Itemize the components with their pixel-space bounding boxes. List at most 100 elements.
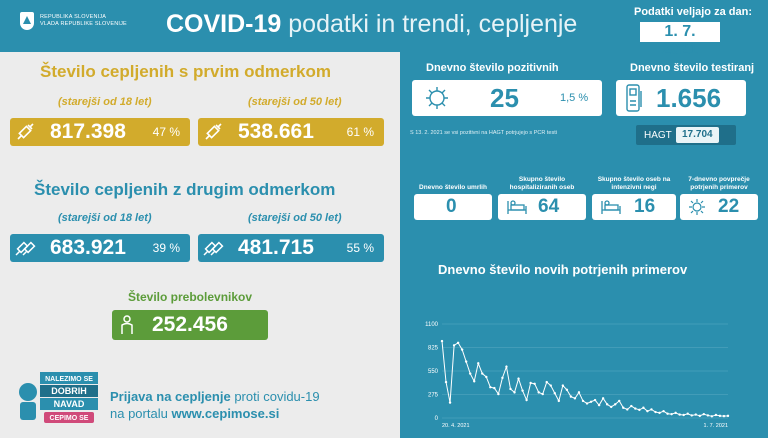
data-point xyxy=(706,414,710,417)
hospital-title: Skupno število hospitaliziranih oseb xyxy=(509,176,575,191)
recovered-bar: 252.456 xyxy=(112,310,268,340)
data-point xyxy=(452,344,456,347)
tested-value: 1.656 xyxy=(656,83,722,113)
second-dose-over18-pct: 39 % xyxy=(152,241,180,255)
data-point xyxy=(513,391,516,394)
data-point xyxy=(605,403,609,406)
icu-bed-icon xyxy=(600,198,622,221)
icu-card: 16 xyxy=(592,194,676,220)
deaths-title: Dnevno število umrlih xyxy=(419,184,487,191)
data-point xyxy=(464,360,468,363)
icu-value: 16 xyxy=(634,196,656,217)
positive-value: 25 xyxy=(490,83,519,113)
data-point xyxy=(614,403,617,406)
data-point xyxy=(448,401,452,404)
hospital-card: 64 xyxy=(498,194,586,220)
second-dose-over18-value: 683.921 xyxy=(50,236,126,259)
recovered-heading: Število prebolevnikov xyxy=(128,290,253,304)
hagt-note: S 13. 2. 2021 se vsi pozitivni na HAGT p… xyxy=(410,130,557,136)
daily-cases-chart: 1100 825 550 275 020. 4. 2021 1. 7. 2021 xyxy=(425,322,730,429)
data-point xyxy=(714,413,718,417)
data-point xyxy=(444,380,448,384)
promo-line1-bold: Prijava na cepljenje xyxy=(110,389,231,404)
data-point xyxy=(670,412,673,416)
x-tick-label: 1. 7. 2021 xyxy=(704,423,728,429)
data-point xyxy=(529,381,532,385)
data-point xyxy=(642,406,645,409)
data-point xyxy=(597,403,601,407)
data-point xyxy=(585,402,589,405)
data-point xyxy=(654,410,657,414)
hagt-value: 17.704 xyxy=(676,127,719,143)
data-point xyxy=(601,397,605,400)
first-dose-over18-label: (starejši od 18 let) xyxy=(58,96,152,108)
data-point xyxy=(690,414,693,417)
data-point xyxy=(589,400,593,403)
double-syringe-icon xyxy=(198,234,228,262)
data-point xyxy=(497,392,500,396)
second-dose-over18-label: (starejši od 18 let) xyxy=(58,212,152,224)
data-point xyxy=(533,382,536,386)
first-dose-over18-value: 817.398 xyxy=(50,120,126,143)
data-point xyxy=(678,413,681,416)
gov-line-2: VLADA REPUBLIKE SLOVENIJE xyxy=(40,21,127,27)
data-point xyxy=(456,341,460,344)
data-point xyxy=(662,409,665,413)
data-point xyxy=(468,372,472,375)
promo-line1-rest: proti covidu-19 xyxy=(234,389,320,404)
data-point xyxy=(545,380,548,384)
data-point xyxy=(658,411,661,415)
gov-line-1: REPUBLIKA SLOVENIJA xyxy=(40,14,107,20)
data-point xyxy=(489,386,492,389)
logo-line-1: NALEZIMO SE xyxy=(45,376,93,383)
data-point xyxy=(505,365,508,368)
valid-date: 1. 7. 2021 xyxy=(640,22,720,58)
second-dose-over50-label: (starejši od 50 let) xyxy=(248,212,342,224)
data-point xyxy=(722,414,726,418)
data-point xyxy=(634,407,637,410)
data-point xyxy=(493,386,496,390)
data-point xyxy=(460,348,464,351)
syringe-icon xyxy=(10,118,40,146)
avg7-title: 7-dnevno povprečje potrjenih primerov xyxy=(688,176,750,191)
data-point xyxy=(710,415,714,418)
valid-label: Podatki veljajo za dan: xyxy=(634,6,752,18)
vaccination-panel: Število cepljenih s prvim odmerkom (star… xyxy=(0,52,400,438)
government-brand: REPUBLIKA SLOVENIJA VLADA REPUBLIKE SLOV… xyxy=(20,12,127,30)
data-point xyxy=(702,412,706,416)
data-point xyxy=(569,395,573,398)
hagt-label: HAGT xyxy=(644,129,672,141)
data-point xyxy=(537,391,540,394)
y-tick-label: 1100 xyxy=(425,322,439,328)
data-point xyxy=(549,384,552,387)
data-point xyxy=(485,375,488,379)
positive-title: Dnevno število pozitivnih xyxy=(426,62,559,74)
data-point xyxy=(509,387,512,391)
first-dose-over18-pct: 47 % xyxy=(152,125,180,139)
data-point xyxy=(674,411,677,415)
first-dose-over50-label: (starejši od 50 let) xyxy=(248,96,342,108)
x-tick-label: 20. 4. 2021 xyxy=(442,423,470,429)
series-line xyxy=(441,341,729,417)
y-tick-label: 550 xyxy=(428,369,439,375)
tested-card: 1.656 xyxy=(616,80,746,116)
y-tick-label: 825 xyxy=(428,346,439,352)
logo-line-4: CEPIMO SE xyxy=(50,415,89,422)
promo-line2-rest: na portalu xyxy=(110,406,168,421)
first-dose-over50-pct: 61 % xyxy=(346,125,374,139)
hospital-value: 64 xyxy=(538,196,560,217)
data-point xyxy=(698,414,702,418)
data-point xyxy=(726,414,730,418)
data-point xyxy=(593,398,597,402)
hagt-badge: HAGT 17.704 xyxy=(636,125,736,145)
campaign-logo: NALEZIMO SE DOBRIH NAVAD CEPIMO SE xyxy=(14,370,104,426)
second-dose-over18-bar: 683.921 39 % xyxy=(10,234,190,262)
avg7-value: 22 xyxy=(718,196,740,217)
hospital-bed-icon xyxy=(506,198,528,221)
data-point xyxy=(521,389,524,392)
y-tick-label: 0 xyxy=(435,416,439,422)
promo-link[interactable]: www.cepimose.si xyxy=(171,406,280,421)
virus-icon xyxy=(422,84,452,117)
deaths-card: 0 xyxy=(414,194,492,220)
data-point xyxy=(557,399,561,403)
